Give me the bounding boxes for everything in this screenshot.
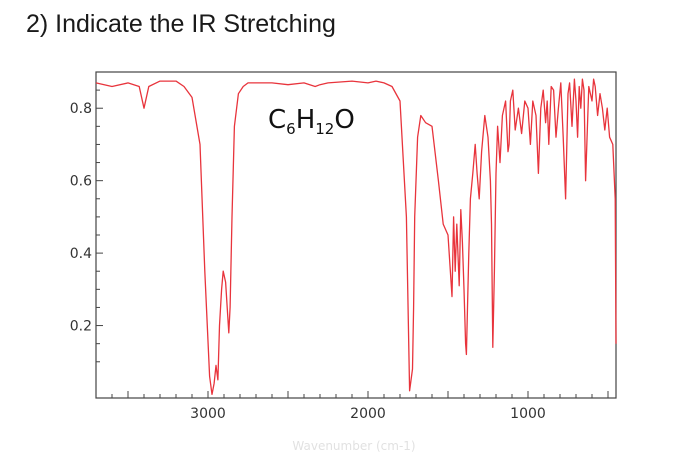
chart-axes: 0.2 0.4 0.6 0.8 3000 2000 1000 [70,71,617,422]
x-tick-label: 3000 [190,406,226,422]
x-tick-label: 1000 [510,406,546,422]
x-axis-label: Wavenumber (cm-1) [292,439,415,453]
plot-area [95,78,617,396]
y-tick-label: 0.8 [70,101,92,117]
formula-element: H [296,105,316,135]
formula-subscript: 6 [286,120,296,138]
formula-subscript: 12 [315,120,334,138]
question-title: 2) Indicate the IR Stretching [26,10,336,38]
plot-frame [95,71,617,399]
spectrum-line [95,78,617,396]
y-tick-label: 0.6 [70,174,92,190]
formula-element: O [334,105,354,135]
y-tick-label: 0.4 [70,246,92,262]
x-tick-label: 2000 [350,406,386,422]
formula-element: C [268,105,286,135]
formula-annotation: C6​H12​O [268,105,355,138]
y-tick-label: 0.2 [70,319,92,335]
